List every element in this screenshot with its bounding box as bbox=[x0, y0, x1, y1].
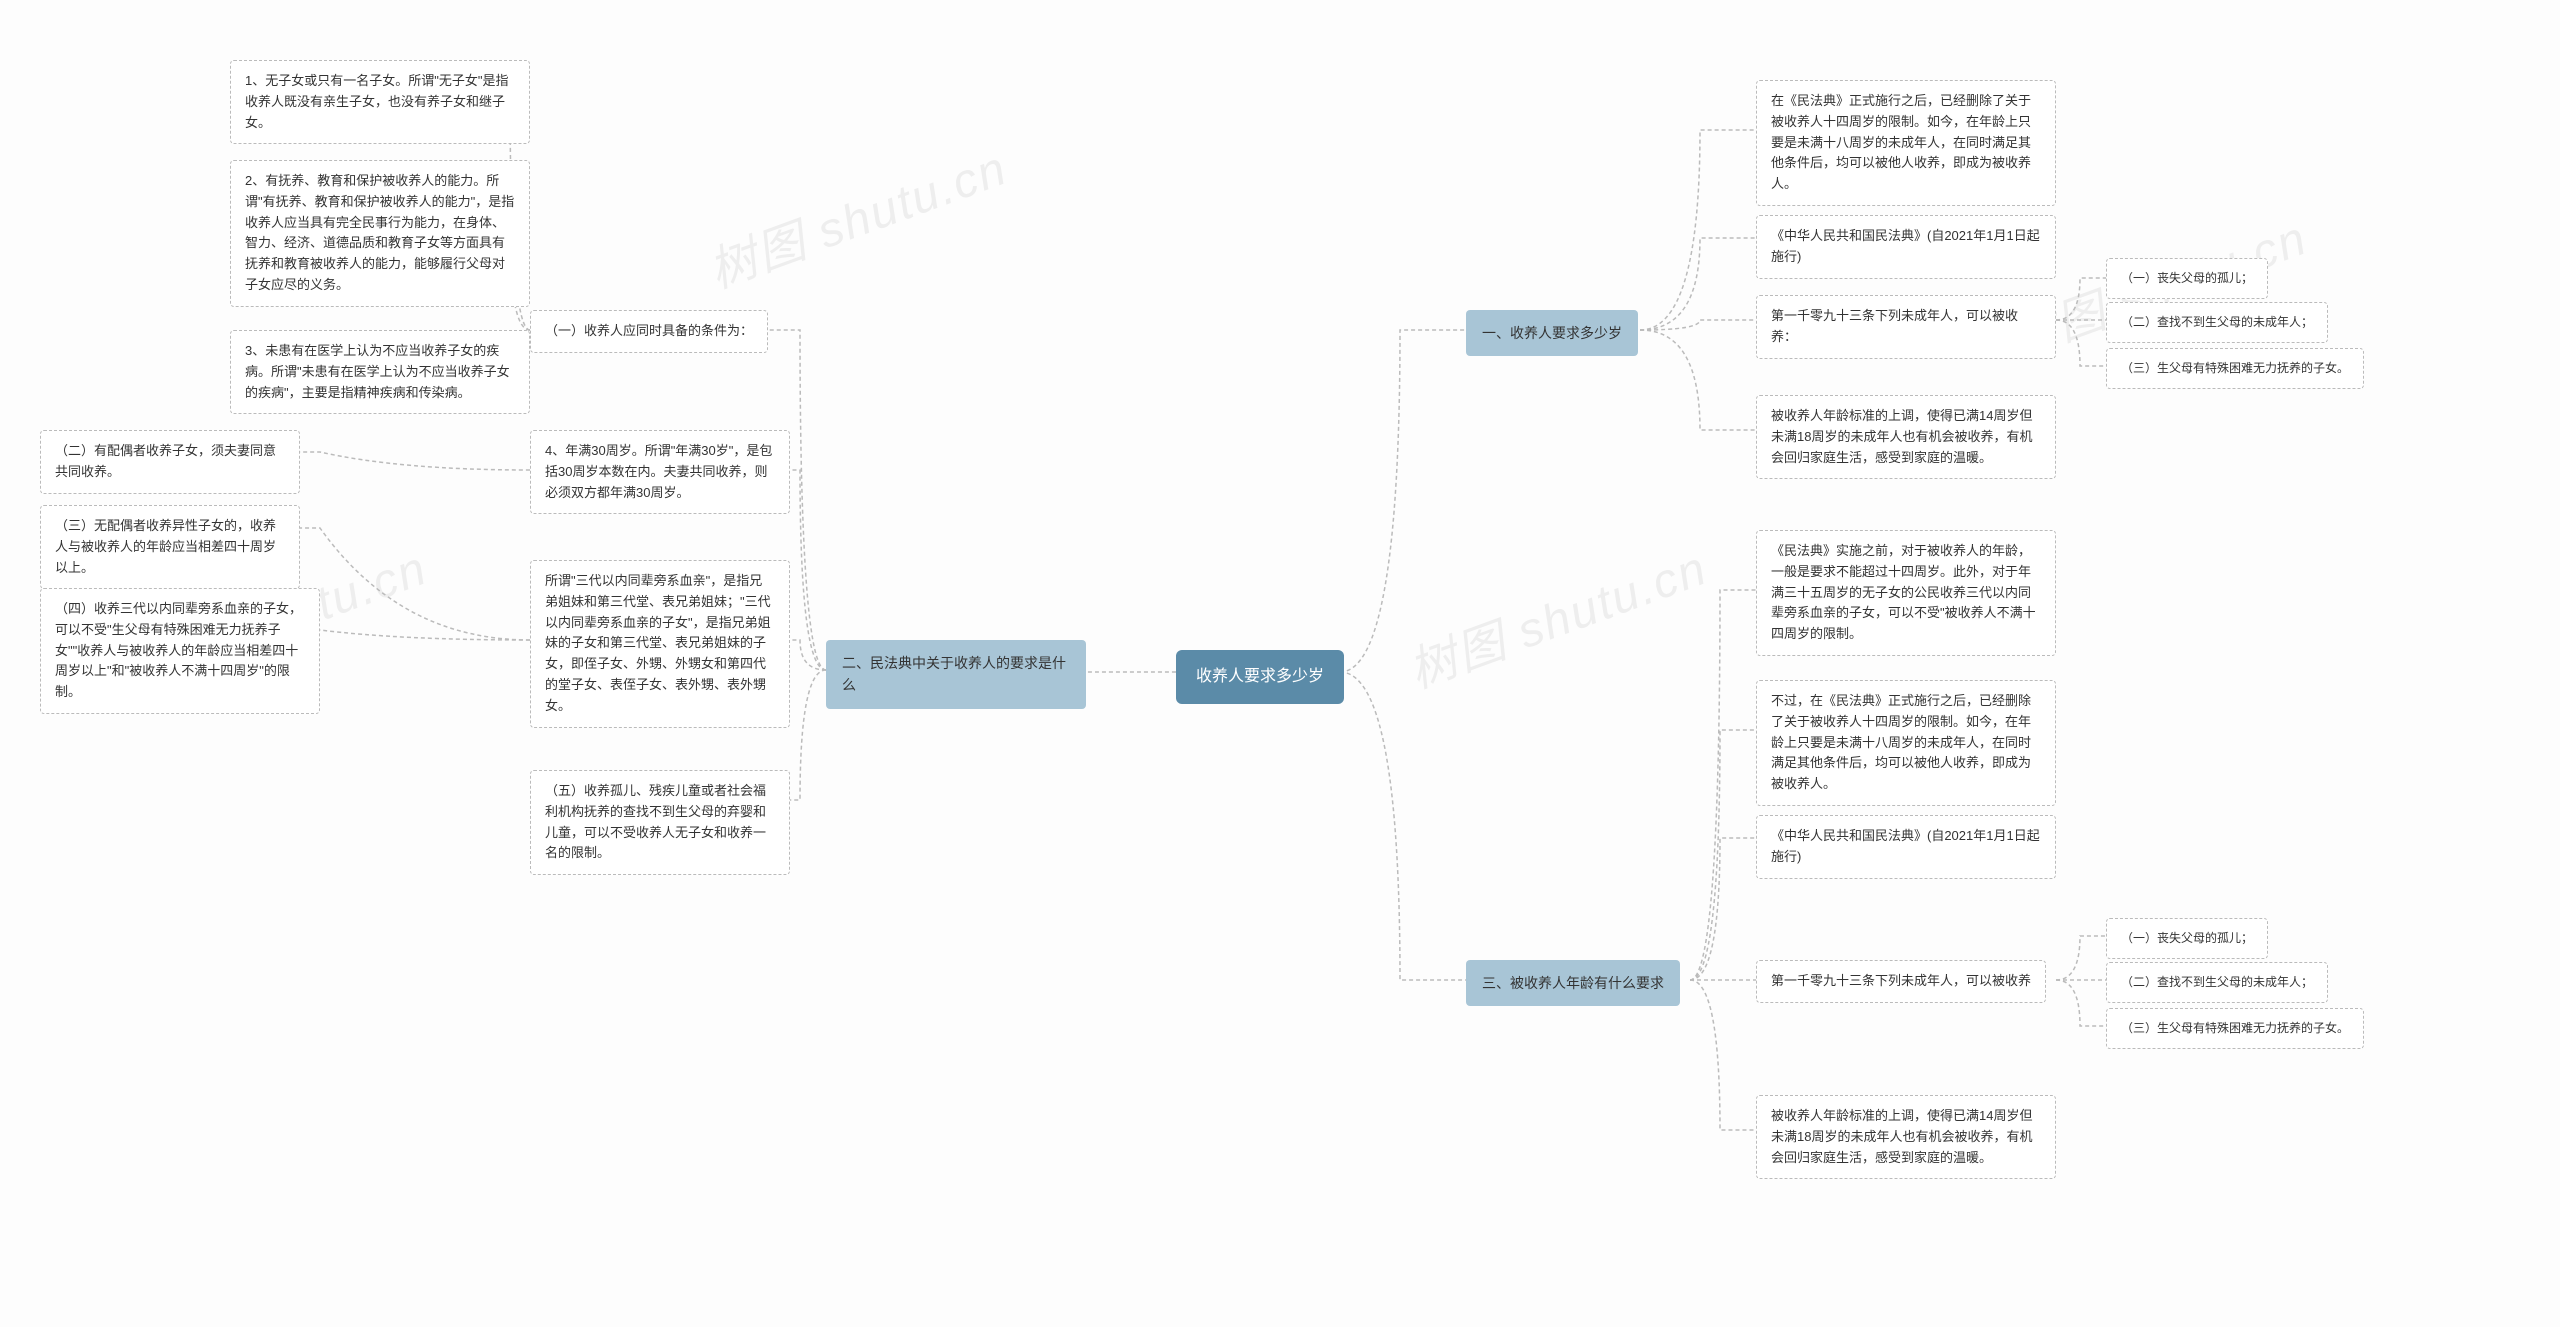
watermark: 树图 shutu.cn bbox=[697, 129, 1015, 302]
b2-c1: （一）收养人应同时具备的条件为： bbox=[530, 310, 768, 353]
b2-c1-1: 1、无子女或只有一名子女。所谓"无子女"是指收养人既没有亲生子女，也没有养子女和… bbox=[230, 60, 530, 144]
branch-3[interactable]: 三、被收养人年龄有什么要求 bbox=[1466, 960, 1680, 1006]
b1-c2: 《中华人民共和国民法典》(自2021年1月1日起施行) bbox=[1756, 215, 2056, 279]
b1-c3: 第一千零九十三条下列未成年人，可以被收养： bbox=[1756, 295, 2056, 359]
branch-2[interactable]: 二、民法典中关于收养人的要求是什么 bbox=[826, 640, 1086, 709]
b3-c3: 《中华人民共和国民法典》(自2021年1月1日起施行) bbox=[1756, 815, 2056, 879]
b2-c4: （四）收养三代以内同辈旁系血亲的子女，可以不受"生父母有特殊困难无力抚养子女""… bbox=[40, 588, 320, 714]
branch-1[interactable]: 一、收养人要求多少岁 bbox=[1466, 310, 1638, 356]
b3-c4-2: （二）查找不到生父母的未成年人； bbox=[2106, 962, 2328, 1003]
b1-c3-1: （一）丧失父母的孤儿； bbox=[2106, 258, 2268, 299]
b2-c4-note: 所谓"三代以内同辈旁系血亲"，是指兄弟姐妹和第三代堂、表兄弟姐妹；"三代以内同辈… bbox=[530, 560, 790, 728]
root-node[interactable]: 收养人要求多少岁 bbox=[1176, 650, 1344, 704]
b2-c5: （五）收养孤儿、残疾儿童或者社会福利机构抚养的查找不到生父母的弃婴和儿童，可以不… bbox=[530, 770, 790, 875]
b2-c1-2: 2、有抚养、教育和保护被收养人的能力。所谓"有抚养、教育和保护被收养人的能力"，… bbox=[230, 160, 530, 307]
b3-c4: 第一千零九十三条下列未成年人，可以被收养 bbox=[1756, 960, 2046, 1003]
b1-c3-3: （三）生父母有特殊困难无力抚养的子女。 bbox=[2106, 348, 2364, 389]
b2-c1-4: 4、年满30周岁。所谓"年满30岁"，是包括30周岁本数在内。夫妻共同收养，则必… bbox=[530, 430, 790, 514]
b3-c4-1: （一）丧失父母的孤儿； bbox=[2106, 918, 2268, 959]
b3-c4-3: （三）生父母有特殊困难无力抚养的子女。 bbox=[2106, 1008, 2364, 1049]
b1-c3-2: （二）查找不到生父母的未成年人； bbox=[2106, 302, 2328, 343]
b2-c2: （二）有配偶者收养子女，须夫妻同意共同收养。 bbox=[40, 430, 300, 494]
b3-c2: 不过，在《民法典》正式施行之后，已经删除了关于被收养人十四周岁的限制。如今，在年… bbox=[1756, 680, 2056, 806]
watermark: 树图 shutu.cn bbox=[1397, 529, 1715, 702]
b1-c4: 被收养人年龄标准的上调，使得已满14周岁但未满18周岁的未成年人也有机会被收养，… bbox=[1756, 395, 2056, 479]
b2-c1-3: 3、未患有在医学上认为不应当收养子女的疾病。所谓"未患有在医学上认为不应当收养子… bbox=[230, 330, 530, 414]
b3-c5: 被收养人年龄标准的上调，使得已满14周岁但未满18周岁的未成年人也有机会被收养，… bbox=[1756, 1095, 2056, 1179]
b3-c1: 《民法典》实施之前，对于被收养人的年龄，一般是要求不能超过十四周岁。此外，对于年… bbox=[1756, 530, 2056, 656]
b1-c1: 在《民法典》正式施行之后，已经删除了关于被收养人十四周岁的限制。如今，在年龄上只… bbox=[1756, 80, 2056, 206]
b2-c3: （三）无配偶者收养异性子女的，收养人与被收养人的年龄应当相差四十周岁以上。 bbox=[40, 505, 300, 589]
